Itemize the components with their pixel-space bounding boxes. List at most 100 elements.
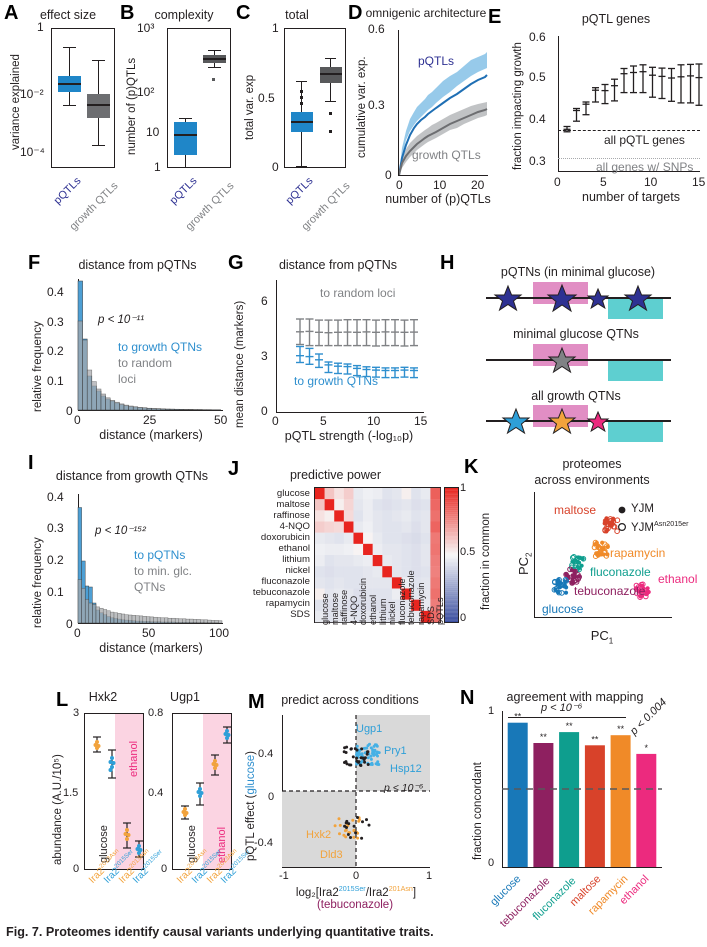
panel-m-ytick-2: -0.4 <box>254 837 273 849</box>
panel-k-title-line1: proteomes <box>562 457 622 471</box>
panel-b-ytick-1: 10² <box>137 85 155 99</box>
panel-i: I distance from growth QTNs relative fre… <box>28 450 229 660</box>
panel-b-ytick-0: 10³ <box>137 21 155 35</box>
panel-i-ytick-3: 0.1 <box>47 585 64 599</box>
panel-f-axis-x <box>78 410 223 411</box>
panel-g-ytick-0: 6 <box>261 294 268 308</box>
panel-l-ugp1-ytick-2: 0 <box>161 863 168 875</box>
panel-i-pvalue: p < 10⁻¹⁵² <box>95 525 146 537</box>
panel-g-xlabel: pQTL strength (-log₁₀p) <box>284 429 414 443</box>
panel-m-xlabel-sup1: 2015Ser <box>338 885 366 893</box>
panel-j-cbar-tick-1: 0.5 <box>460 546 476 558</box>
panel-i-legend-0: to pQTNs <box>134 548 186 562</box>
panel-m-gene-label-pry1: Pry1 <box>384 745 407 757</box>
panel-j-row-label-10: rapamycin <box>265 598 310 609</box>
panel-g-legend-random-loci: to random loci <box>320 286 396 300</box>
panel-b-ylabel: number of (p)QTLs <box>126 57 138 155</box>
panel-j-col-label-9: tebuconazole <box>406 570 417 625</box>
panel-l-ylabel: abundance (A.U./10⁵) <box>52 754 64 865</box>
panel-m-ylabel-cond: glucose <box>245 754 257 795</box>
panel-f-xtick-2: 50 <box>214 413 228 427</box>
panel-k-legend-yjm-mutant-base: YJM <box>631 521 654 534</box>
panel-m-scatter <box>282 715 430 867</box>
panel-g-letter: G <box>228 252 244 274</box>
panel-g-xtick-0: 0 <box>272 414 279 428</box>
panel-n: N agreement with mapping fraction concor… <box>446 665 707 930</box>
panel-h-row1-title: minimal glucose QTNs <box>513 327 639 341</box>
panel-i-xtick-0: 0 <box>74 626 81 640</box>
panel-m-xlabel: log₂[Ira22015Ser/Ira2201Asn] <box>266 885 446 899</box>
panel-f-ytick-3: 0.1 <box>47 374 64 388</box>
panel-k-xlabel-sub: 1 <box>608 636 614 646</box>
panel-l-title-hxk2: Hxk2 <box>88 690 118 704</box>
panel-f-title: distance from pQTNs <box>78 258 197 272</box>
panel-k-legend-yjm-mutant-sup: Asn2015er <box>654 520 689 528</box>
panel-j-cbar-tick-2: 0 <box>460 612 467 624</box>
panel-c-ytick-2: 0 <box>272 160 279 174</box>
panel-m: M predict across conditions pQTL effect … <box>232 665 442 915</box>
panel-j: J predictive power glucose maltose raffi… <box>228 450 492 660</box>
svg-text:*: * <box>645 743 649 753</box>
panel-g-ytick-2: 0 <box>261 404 268 418</box>
panel-k-xlabel: PC1 <box>590 628 614 646</box>
panel-d-title: omnigenic architecture <box>365 6 487 20</box>
panel-k-cluster-label-rapamycin: rapamycin <box>610 546 666 560</box>
panel-g-errorbars <box>296 318 418 379</box>
panel-f-legend-2: loci <box>118 372 137 386</box>
panel-i-ylabel: relative frequency <box>32 537 44 628</box>
panel-e-axis-y <box>558 36 559 171</box>
panel-k-axis-y <box>534 492 535 617</box>
panel-k: K proteomes across environments PC2 malt… <box>462 450 707 660</box>
panel-g-axis-x <box>276 412 424 413</box>
panel-d-ytick-1: 0.3 <box>368 98 385 112</box>
panel-f-xtick-0: 0 <box>74 413 81 427</box>
panel-f-histogram <box>77 280 221 411</box>
panel-c: C total total var. exp 1 0.5 0 pQTLs gro… <box>234 0 352 233</box>
panel-k-scatter <box>551 516 651 600</box>
panel-e-xlabel: number of targets <box>582 190 680 204</box>
panel-e-annotation-all-genes: all genes w/ SNPs <box>596 160 694 174</box>
panel-e-ytick-3: 0.3 <box>529 154 546 168</box>
figure-caption: Fig. 7. Proteomes identify causal varian… <box>6 925 434 939</box>
panel-e-title: pQTL genes <box>581 12 651 26</box>
panel-g-xtick-3: 15 <box>414 414 428 428</box>
panel-a-title: effect size <box>39 8 97 22</box>
panel-f-xlabel: distance (markers) <box>99 428 203 442</box>
panel-k-title-line2: across environments <box>534 473 650 487</box>
panel-m-letter: M <box>248 691 265 713</box>
panel-k-cluster-label-tebuconazole: tebuconazole <box>574 584 646 598</box>
panel-e-errorbars <box>563 63 703 133</box>
panel-k-cluster-label-fluconazole: fluconazole <box>590 565 651 579</box>
panel-k-cluster-label-maltose: maltose <box>554 503 597 517</box>
panel-d-plot <box>398 52 488 176</box>
panel-l-ugp1-ytick-0: 0.8 <box>148 707 164 719</box>
panel-e-xtick-2: 10 <box>644 175 658 189</box>
panel-j-row-label-6: lithium <box>282 554 310 565</box>
panel-m-gene-label-hxk2: Hxk2 <box>306 829 332 841</box>
panel-j-col-label-7: nickel <box>387 601 398 626</box>
panel-e-hline-all-genes <box>558 158 700 159</box>
panel-g-ylabel: mean distance (markers) <box>234 300 246 428</box>
caption-prefix: Fig. 7. <box>6 925 43 939</box>
panel-l-hxk2-ethanol-shade <box>115 714 143 869</box>
panel-n-ytick-0: 1 <box>488 705 495 717</box>
svg-text:**: ** <box>617 724 625 734</box>
panel-d-ylabel: cumulative var. exp. <box>356 56 368 158</box>
panel-n-ylabel: fraction concordant <box>472 762 484 860</box>
panel-a-ylabel: variance explained <box>10 54 22 150</box>
panel-d-xlabel: number of (p)QTLs <box>385 192 491 206</box>
svg-text:**: ** <box>566 721 574 731</box>
panel-m-xtick-0: -1 <box>279 870 289 882</box>
panel-i-ytick-0: 0.4 <box>47 490 64 504</box>
panel-l-hxk2-ytick-1: 1.5 <box>63 787 79 799</box>
panel-d-xtick-2: 20 <box>471 178 485 192</box>
panel-i-xlabel: distance (markers) <box>99 641 203 655</box>
panel-j-col-label-4: doxorubicin <box>358 578 369 625</box>
panel-f-ytick-1: 0.3 <box>47 315 64 329</box>
panel-f-ytick-4: 0 <box>66 404 73 418</box>
panel-k-legend-yjm-mutant: YJMAsn2015er <box>631 520 688 534</box>
panel-e-ytick-1: 0.5 <box>529 70 546 84</box>
panel-g-legend-growth-qtns: to growth QTNs <box>294 374 379 388</box>
caption-text: Proteomes identify causal variants under… <box>45 925 434 939</box>
panel-n-title: agreement with mapping <box>506 690 644 704</box>
